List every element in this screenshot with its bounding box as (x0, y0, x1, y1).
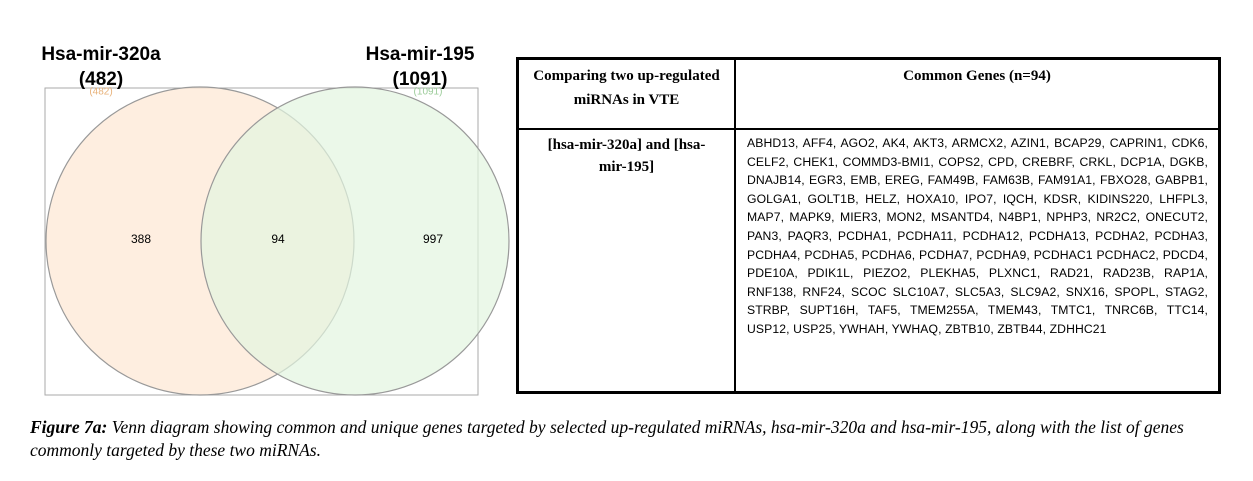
set-count: (482) (79, 69, 123, 90)
region-count: 94 (271, 232, 285, 246)
caption-label: Figure 7a: (30, 417, 108, 437)
region-count: 997 (423, 232, 443, 246)
set-label: Hsa-mir-195 (366, 44, 475, 65)
set-count: (1091) (393, 69, 448, 90)
set-label: Hsa-mir-320a (41, 44, 161, 65)
caption-text: Venn diagram showing common and unique g… (30, 417, 1184, 460)
table-header: Common Genes (n=94) (735, 59, 1219, 129)
set-circle (200, 86, 510, 396)
venn-diagram: Hsa-mir-320a (482) (482) Hsa-mir-195 (10… (41, 44, 510, 396)
gene-table: Comparing two up-regulated miRNAs in VTE… (516, 57, 1221, 394)
set-count-faint: (482) (89, 87, 112, 98)
caption: Figure 7a: Venn diagram showing common a… (30, 416, 1230, 462)
gene-list: ABHD13, AFF4, AGO2, AK4, AKT3, ARMCX2, A… (735, 129, 1219, 392)
table-header: Comparing two up-regulated miRNAs in VTE (518, 59, 735, 129)
table-row-label: [hsa-mir-320a] and [hsa-mir-195] (518, 129, 735, 392)
region-count: 388 (131, 232, 151, 246)
set-count-faint: (1091) (414, 87, 443, 98)
